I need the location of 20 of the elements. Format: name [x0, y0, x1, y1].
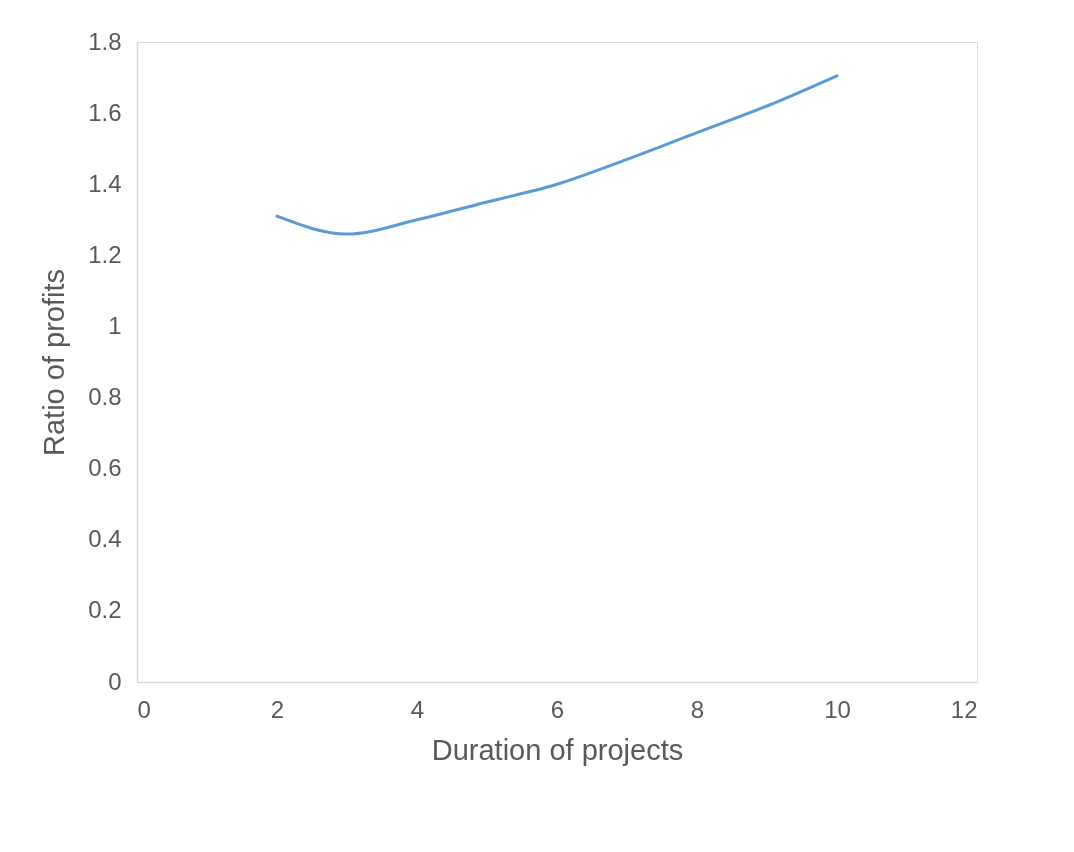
y-tick-label: 0	[108, 667, 122, 695]
x-tick-label: 6	[550, 695, 565, 723]
x-tick-label: 8	[690, 695, 705, 723]
y-tick-label: 1.4	[88, 169, 122, 197]
x-tick-label: 2	[270, 695, 285, 723]
y-tick-label: 0.4	[88, 525, 122, 553]
y-tick-label: 1.6	[88, 98, 122, 126]
x-axis-title: Duration of projects	[431, 733, 684, 766]
y-tick-label: 0.6	[88, 454, 122, 482]
x-tick-label: 0	[137, 695, 151, 723]
y-tick-label: 1	[108, 311, 122, 339]
y-tick-label: 1.2	[88, 240, 122, 268]
x-tick-label: 10	[824, 695, 851, 723]
y-tick-label: 0.2	[88, 596, 122, 624]
line-series	[275, 74, 839, 236]
y-tick-label: 1.8	[88, 27, 122, 55]
y-tick-label: 0.8	[88, 383, 122, 411]
y-axis-title: Ratio of profits	[38, 269, 71, 456]
x-tick-label: 12	[950, 695, 978, 723]
x-tick-label: 4	[410, 695, 425, 723]
